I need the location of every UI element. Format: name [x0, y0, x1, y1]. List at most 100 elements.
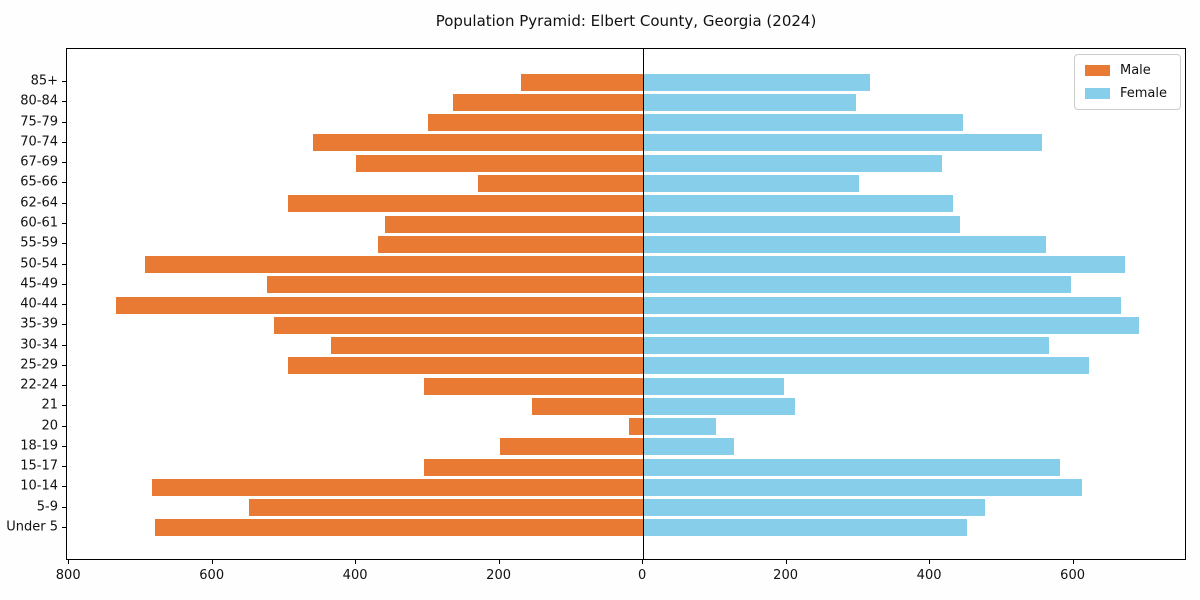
female-bar-55-59: [644, 235, 1046, 253]
y-tick-mark: [62, 162, 66, 164]
y-tick-label-15-17: 15-17: [20, 458, 58, 474]
male-bar-25-29: [288, 357, 644, 375]
female-bar-62-64: [644, 195, 953, 213]
y-tick-label-Under 5: Under 5: [6, 519, 58, 535]
y-tick-label-21: 21: [41, 397, 58, 413]
x-tick-label: 600: [1060, 568, 1086, 583]
female-bar-60-61: [644, 215, 960, 233]
y-tick-label-67-69: 67-69: [20, 154, 58, 170]
female-bar-25-29: [644, 357, 1089, 375]
x-tick-label: 0: [637, 568, 647, 583]
y-tick-label-10-14: 10-14: [20, 478, 58, 494]
female-bar-Under 5: [644, 519, 967, 537]
y-tick-label-60-61: 60-61: [20, 215, 58, 231]
y-tick-label-45-49: 45-49: [20, 276, 58, 292]
y-tick-label-62-64: 62-64: [20, 195, 58, 211]
y-tick-label-22-24: 22-24: [20, 377, 58, 393]
y-tick-mark: [62, 324, 66, 326]
male-bar-18-19: [499, 438, 644, 456]
plot-area: Male Female: [66, 48, 1186, 560]
y-tick-label-70-74: 70-74: [20, 134, 58, 150]
female-bar-40-44: [644, 296, 1122, 314]
x-tick-mark: [211, 560, 213, 564]
x-tick-label: 400: [916, 568, 942, 583]
y-tick-mark: [62, 364, 66, 366]
y-tick-mark: [62, 344, 66, 346]
legend-item-male: Male: [1085, 63, 1168, 78]
y-tick-mark: [62, 425, 66, 427]
y-tick-mark: [62, 243, 66, 245]
female-bar-67-69: [644, 154, 942, 172]
y-tick-mark: [62, 445, 66, 447]
male-bar-67-69: [356, 154, 644, 172]
y-tick-label-5-9: 5-9: [36, 499, 58, 515]
y-tick-mark: [62, 526, 66, 528]
y-tick-mark: [62, 405, 66, 407]
male-bar-62-64: [288, 195, 644, 213]
y-tick-label-30-34: 30-34: [20, 337, 58, 352]
x-tick-mark: [498, 560, 500, 564]
female-bar-20: [644, 418, 716, 436]
male-bar-10-14: [151, 478, 644, 496]
x-tick-mark: [642, 560, 644, 564]
y-tick-label-80-84: 80-84: [20, 93, 58, 109]
x-tick-mark: [68, 560, 70, 564]
male-color-swatch: [1085, 65, 1110, 76]
chart-title: Population Pyramid: Elbert County, Georg…: [435, 12, 817, 30]
male-bar-80-84: [453, 93, 644, 111]
male-bar-40-44: [115, 296, 644, 314]
x-tick-label: 200: [773, 568, 799, 583]
female-bar-22-24: [644, 377, 784, 395]
male-bar-20: [628, 418, 644, 436]
x-tick-label: 800: [55, 568, 81, 583]
y-tick-label-18-19: 18-19: [20, 438, 58, 454]
y-tick-mark: [62, 486, 66, 488]
male-bar-30-34: [331, 337, 644, 354]
female-bar-10-14: [644, 478, 1082, 496]
male-bar-70-74: [313, 134, 644, 152]
male-bar-75-79: [427, 114, 644, 132]
x-tick-label: 600: [199, 568, 225, 583]
y-tick-mark: [62, 223, 66, 224]
y-tick-mark: [62, 466, 66, 468]
x-tick-mark: [785, 560, 787, 564]
y-tick-label-65-66: 65-66: [20, 174, 58, 190]
female-bar-65-66: [644, 174, 860, 192]
zero-axis-line: [643, 49, 645, 559]
y-tick-mark: [62, 182, 66, 184]
y-tick-mark: [62, 283, 66, 285]
y-tick-mark: [62, 263, 66, 265]
y-tick-mark: [62, 506, 66, 508]
x-tick-label: 400: [342, 568, 368, 583]
male-bar-60-61: [384, 215, 644, 233]
y-tick-label-20: 20: [41, 418, 58, 434]
female-bar-18-19: [644, 438, 734, 456]
y-tick-mark: [62, 81, 66, 83]
y-tick-mark: [62, 101, 66, 103]
y-tick-mark: [62, 141, 66, 143]
legend-item-female: Female: [1085, 86, 1168, 101]
y-tick-mark: [62, 202, 66, 204]
legend: Male Female: [1074, 54, 1181, 110]
female-bar-21: [644, 397, 795, 415]
female-bar-5-9: [644, 499, 985, 517]
x-tick-mark: [1072, 560, 1074, 564]
y-tick-label-75-79: 75-79: [20, 114, 58, 130]
male-bar-55-59: [377, 235, 644, 253]
female-bar-15-17: [644, 458, 1061, 476]
female-bar-50-54: [644, 256, 1125, 273]
male-bar-65-66: [478, 174, 644, 192]
y-tick-mark: [62, 121, 66, 123]
y-tick-label-50-54: 50-54: [20, 256, 58, 271]
female-bar-35-39: [644, 316, 1140, 334]
x-tick-label: 200: [486, 568, 512, 583]
y-tick-label-35-39: 35-39: [20, 316, 58, 332]
male-bar-35-39: [273, 316, 644, 334]
female-bar-70-74: [644, 134, 1043, 152]
y-tick-mark: [62, 304, 66, 305]
female-bar-45-49: [644, 276, 1071, 294]
y-tick-label-85+: 85+: [30, 73, 58, 89]
female-bar-85+: [644, 73, 871, 91]
male-bar-5-9: [248, 499, 644, 517]
